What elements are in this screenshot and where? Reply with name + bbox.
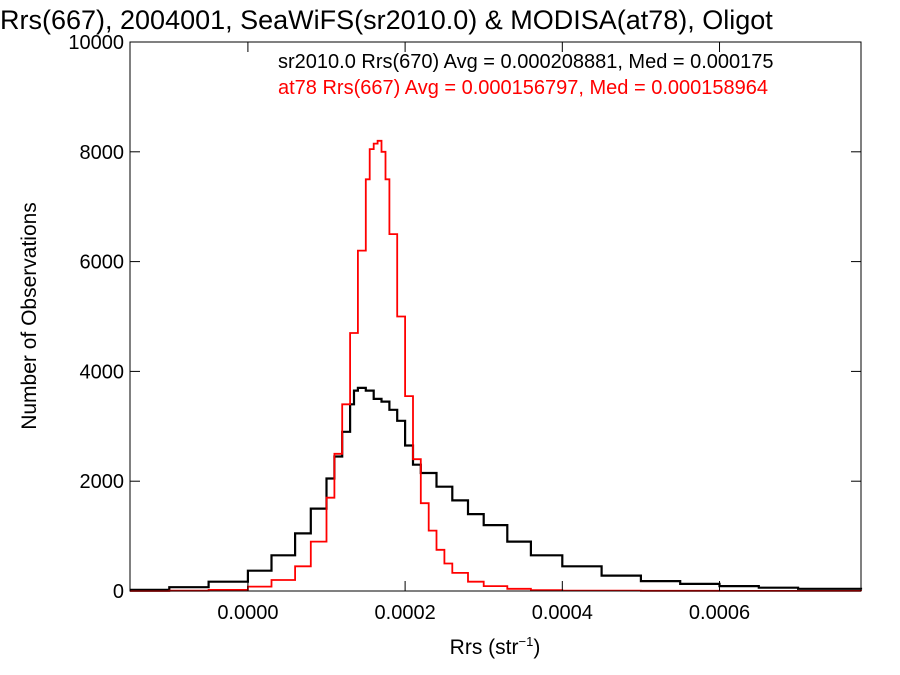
y-tick-label: 8000 bbox=[80, 142, 125, 164]
y-tick-label: 10000 bbox=[68, 32, 124, 54]
y-tick-label: 0 bbox=[113, 581, 124, 603]
x-tick-label: 0.0000 bbox=[217, 602, 278, 624]
x-axis-label-superscript: −1 bbox=[519, 634, 534, 649]
stats-annotation-1: sr2010.0 Rrs(670) Avg = 0.000208881, Med… bbox=[278, 51, 774, 73]
annotation-layer: sr2010.0 Rrs(670) Avg = 0.000208881, Med… bbox=[278, 51, 774, 99]
y-axis-label: Number of Observations bbox=[18, 202, 41, 430]
plot-frame bbox=[129, 41, 862, 592]
x-tick-label: 0.0004 bbox=[532, 602, 593, 624]
y-tick-label: 2000 bbox=[80, 471, 125, 493]
series-line-1 bbox=[130, 386, 863, 591]
x-axis-label: Rrs (str−1) bbox=[450, 634, 541, 659]
x-tick-label: 0.0002 bbox=[375, 602, 436, 624]
chart-title: Rrs(667), 2004001, SeaWiFS(sr2010.0) & M… bbox=[0, 5, 773, 35]
stats-annotation-2: at78 Rrs(667) Avg = 0.000156797, Med = 0… bbox=[278, 77, 768, 99]
ticks-layer: 0.0000 0.0002 0.0004 0.0006 0 2000 4000 6000 800… bbox=[68, 32, 861, 624]
series-layer bbox=[130, 139, 863, 592]
x-tick-label: 0.0006 bbox=[689, 602, 750, 624]
series-line-2 bbox=[130, 139, 862, 592]
y-tick-label: 4000 bbox=[80, 361, 125, 383]
y-tick-label: 6000 bbox=[80, 252, 125, 274]
